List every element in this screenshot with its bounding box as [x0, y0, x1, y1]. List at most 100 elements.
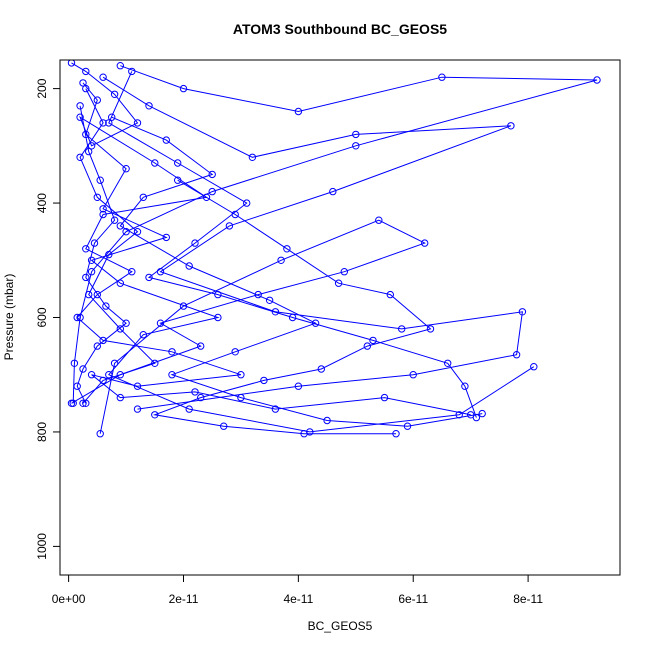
data-point: [85, 147, 93, 156]
data-point: [403, 422, 412, 430]
y-tick-label: 400: [35, 193, 49, 213]
data-point: [191, 388, 199, 396]
data-point: [317, 365, 325, 373]
data-point: [99, 205, 107, 213]
y-tick-label: 800: [35, 422, 49, 442]
data-point: [156, 319, 165, 327]
data-point: [99, 336, 107, 345]
data-point: [225, 222, 234, 230]
x-tick-label: 6e-11: [398, 592, 428, 606]
data-point: [82, 84, 90, 93]
plot-area: [67, 60, 601, 438]
data-point: [214, 313, 222, 322]
data-point: [237, 393, 245, 402]
data-point: [179, 302, 188, 310]
data-point: [76, 113, 84, 121]
data-point: [363, 342, 371, 350]
data-point: [283, 245, 291, 253]
data-point: [300, 430, 308, 438]
x-axis: 0e+00 2e-11 4e-11 6e-11 8e-11: [52, 574, 543, 606]
data-point: [231, 348, 239, 356]
x-tick-label: 0e+00: [52, 592, 86, 606]
data-point: [151, 359, 159, 367]
plot-frame: [59, 59, 621, 576]
data-point: [67, 399, 76, 407]
data-point: [87, 268, 96, 276]
data-point: [294, 107, 303, 116]
data-point: [87, 142, 96, 150]
data-point: [352, 130, 360, 139]
series-line-10: [79, 88, 156, 404]
data-point: [530, 363, 538, 371]
data-point: [334, 279, 343, 287]
data-point: [93, 193, 102, 202]
data-point: [79, 365, 87, 373]
data-point: [248, 153, 257, 162]
data-point: [340, 268, 348, 276]
data-point: [93, 96, 102, 104]
data-point: [145, 102, 153, 110]
data-point: [108, 113, 116, 121]
y-tick-label: 200: [35, 78, 49, 98]
data-point: [265, 296, 274, 304]
data-point: [139, 193, 148, 202]
data-point: [105, 250, 113, 259]
data-point: [518, 308, 527, 316]
data-point: [398, 325, 406, 333]
data-point: [162, 233, 171, 242]
data-point: [512, 351, 521, 359]
data-point: [145, 273, 153, 282]
data-point: [455, 411, 463, 419]
data-point: [133, 119, 142, 127]
series-line-6: [152, 179, 432, 435]
data-point: [76, 153, 84, 162]
data-point: [243, 199, 251, 207]
x-axis-label: BC_GEOS5: [308, 619, 373, 633]
data-point: [133, 382, 142, 390]
data-point: [105, 119, 113, 127]
series-line-2: [82, 82, 535, 433]
data-point: [82, 245, 90, 253]
y-axis-label: Pressure (mbar): [2, 274, 16, 361]
data-point: [85, 290, 93, 299]
data-point: [375, 216, 383, 224]
data-point: [76, 313, 84, 322]
data-point: [179, 84, 188, 93]
data-point: [90, 239, 99, 247]
data-point: [122, 319, 130, 327]
data-point: [392, 430, 400, 438]
series-line-3: [72, 65, 598, 404]
data-point: [116, 61, 125, 70]
data-point: [438, 73, 446, 81]
data-point: [237, 371, 245, 379]
data-point: [444, 359, 452, 367]
data-point: [79, 79, 87, 87]
data-point: [87, 256, 96, 264]
data-point: [208, 170, 216, 179]
data-point: [116, 279, 125, 287]
data-point: [128, 67, 136, 76]
data-point: [67, 60, 76, 67]
x-tick-label: 4e-11: [283, 592, 313, 606]
data-point: [421, 239, 429, 247]
y-tick-label: 1000: [35, 533, 49, 560]
data-point: [168, 371, 176, 379]
data-point: [139, 331, 148, 339]
data-point: [82, 273, 90, 282]
data-point: [409, 371, 417, 379]
data-point: [174, 159, 182, 167]
data-point: [162, 136, 171, 144]
data-point: [197, 342, 205, 350]
data-point: [96, 430, 104, 438]
data-point: [271, 405, 280, 413]
data-point: [87, 371, 96, 379]
data-point: [260, 376, 268, 385]
data-point: [593, 76, 601, 84]
data-point: [151, 411, 159, 419]
data-point: [116, 371, 125, 379]
data-point: [133, 405, 142, 413]
data-point: [151, 159, 159, 167]
data-point: [277, 256, 285, 264]
data-point: [380, 393, 389, 402]
